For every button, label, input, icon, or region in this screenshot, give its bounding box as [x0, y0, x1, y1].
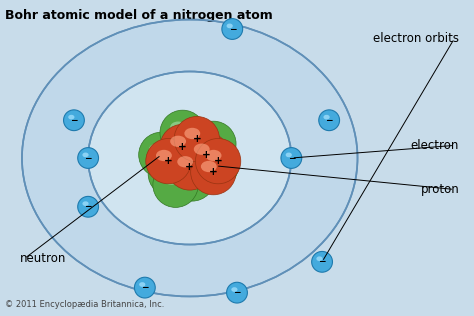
Text: −: − — [233, 288, 241, 297]
Text: neutron: neutron — [19, 252, 66, 265]
Text: © 2011 Encyclopædia Britannica, Inc.: © 2011 Encyclopædia Britannica, Inc. — [5, 300, 165, 309]
Ellipse shape — [191, 149, 236, 195]
Text: −: − — [84, 202, 92, 211]
Ellipse shape — [286, 153, 292, 157]
Ellipse shape — [184, 128, 200, 139]
Ellipse shape — [135, 277, 155, 298]
Ellipse shape — [158, 162, 174, 174]
Ellipse shape — [227, 24, 233, 28]
Text: electron: electron — [411, 139, 459, 152]
Ellipse shape — [68, 115, 74, 119]
Ellipse shape — [22, 20, 357, 296]
Ellipse shape — [183, 132, 229, 178]
Text: −: − — [228, 25, 236, 33]
Ellipse shape — [281, 148, 302, 168]
Text: Bohr atomic model of a nitrogen atom: Bohr atomic model of a nitrogen atom — [5, 9, 273, 21]
Text: +: + — [209, 167, 218, 177]
Ellipse shape — [64, 110, 84, 131]
Ellipse shape — [191, 121, 236, 167]
Ellipse shape — [82, 201, 89, 206]
Ellipse shape — [163, 173, 179, 185]
Ellipse shape — [227, 282, 247, 303]
Ellipse shape — [78, 196, 99, 217]
Text: +: + — [214, 156, 222, 166]
Ellipse shape — [206, 150, 221, 161]
Text: −: − — [288, 154, 295, 162]
Ellipse shape — [193, 143, 238, 189]
Ellipse shape — [201, 161, 217, 172]
Ellipse shape — [82, 153, 89, 157]
Ellipse shape — [78, 148, 99, 168]
Text: +: + — [185, 162, 194, 173]
Ellipse shape — [194, 143, 210, 155]
Text: −: − — [319, 257, 326, 266]
Ellipse shape — [160, 124, 205, 170]
Ellipse shape — [222, 19, 243, 40]
Ellipse shape — [177, 156, 193, 167]
Ellipse shape — [139, 132, 184, 178]
Ellipse shape — [231, 287, 237, 292]
Ellipse shape — [201, 132, 217, 144]
Ellipse shape — [312, 252, 332, 272]
Ellipse shape — [316, 256, 323, 261]
Ellipse shape — [153, 162, 198, 207]
Ellipse shape — [195, 138, 241, 184]
Ellipse shape — [319, 110, 339, 131]
Ellipse shape — [169, 156, 215, 201]
Ellipse shape — [148, 151, 193, 196]
Ellipse shape — [160, 110, 205, 155]
Ellipse shape — [167, 145, 212, 190]
Text: −: − — [84, 154, 92, 162]
Ellipse shape — [139, 282, 146, 287]
Ellipse shape — [170, 136, 186, 147]
Text: electron orbits: electron orbits — [373, 32, 459, 45]
Text: −: − — [141, 283, 148, 292]
Text: +: + — [164, 156, 173, 166]
Ellipse shape — [149, 143, 165, 155]
Text: proton: proton — [420, 183, 459, 196]
Ellipse shape — [180, 167, 195, 179]
Ellipse shape — [203, 155, 219, 166]
Ellipse shape — [323, 115, 330, 119]
Ellipse shape — [156, 150, 172, 161]
Ellipse shape — [170, 122, 186, 133]
Ellipse shape — [146, 138, 191, 184]
Ellipse shape — [174, 117, 219, 162]
Text: +: + — [202, 150, 210, 160]
Ellipse shape — [88, 71, 292, 245]
Text: −: − — [70, 116, 78, 125]
Text: −: − — [326, 116, 333, 125]
Text: +: + — [178, 142, 187, 152]
Text: +: + — [192, 134, 201, 144]
